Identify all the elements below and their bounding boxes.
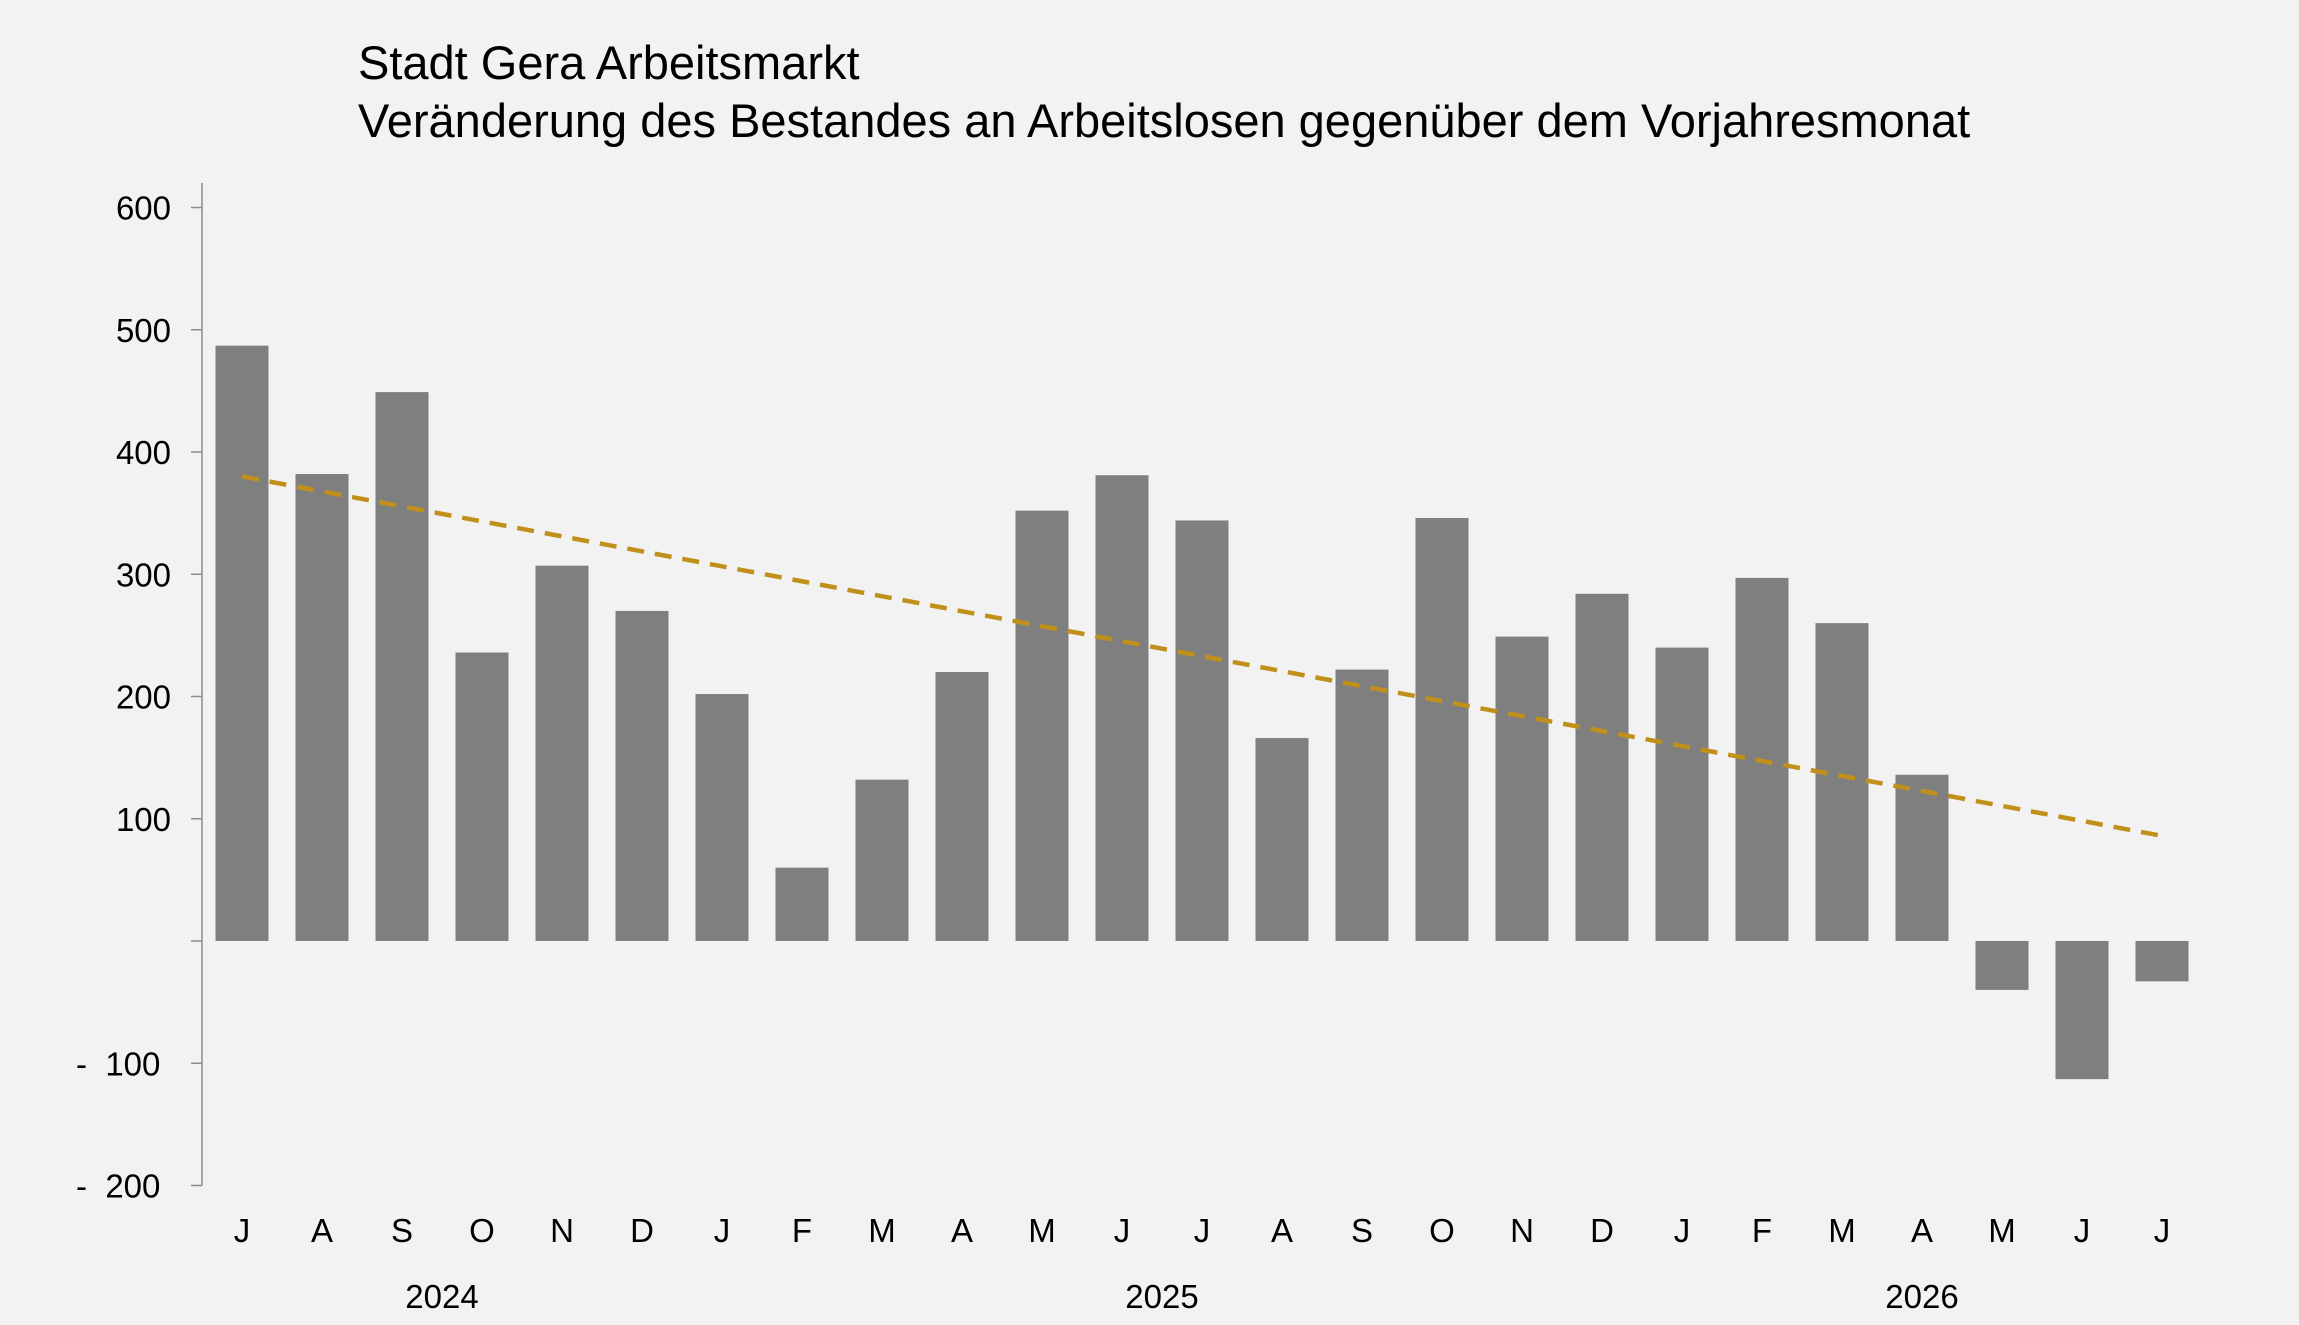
x-tick-label: D — [1590, 1212, 1614, 1249]
x-tick-label: S — [1351, 1212, 1373, 1249]
x-tick-label: F — [792, 1212, 812, 1249]
bar — [2055, 941, 2109, 1080]
y-tick-label: 400 — [116, 434, 171, 471]
bar — [375, 392, 429, 941]
x-tick-label: S — [391, 1212, 413, 1249]
plot-area: 600 500 400 300 200 100 - 100 - 200 J A S O N D J F M A M J… — [76, 183, 2189, 1315]
chart-subtitle: Veränderung des Bestandes an Arbeitslose… — [358, 94, 1970, 147]
bar — [1015, 510, 1069, 941]
bar — [775, 867, 829, 941]
y-tick-label: 600 — [116, 190, 171, 227]
bar — [855, 779, 909, 941]
x-tick-label: M — [868, 1212, 896, 1249]
bar — [1655, 647, 1709, 941]
x-tick-label: A — [951, 1212, 973, 1249]
chart-title: Stadt Gera Arbeitsmarkt — [358, 36, 860, 89]
bar — [1495, 636, 1549, 941]
year-label: 2025 — [1125, 1278, 1198, 1315]
x-tick-label: J — [234, 1212, 251, 1249]
bar — [1335, 669, 1389, 941]
year-label: 2024 — [405, 1278, 478, 1315]
y-tick-label: - 200 — [76, 1168, 160, 1205]
bar — [455, 652, 509, 941]
x-tick-label: J — [1674, 1212, 1691, 1249]
bar — [1095, 475, 1149, 941]
bar — [1175, 520, 1229, 941]
x-tick-label: O — [469, 1212, 495, 1249]
x-tick-label: J — [2074, 1212, 2091, 1249]
x-tick-label: M — [1828, 1212, 1856, 1249]
x-tick-label: M — [1988, 1212, 2016, 1249]
y-tick-label: 500 — [116, 312, 171, 349]
bar — [1815, 623, 1869, 941]
bar — [1255, 738, 1309, 941]
bar — [1895, 774, 1949, 941]
x-tick-label: A — [1911, 1212, 1933, 1249]
x-tick-label: J — [2154, 1212, 2171, 1249]
bar — [2135, 941, 2189, 982]
x-tick-label: N — [550, 1212, 574, 1249]
bar — [935, 672, 989, 941]
bar — [535, 565, 589, 941]
x-tick-label: J — [714, 1212, 731, 1249]
x-tick-label: J — [1194, 1212, 1211, 1249]
x-tick-label: A — [311, 1212, 333, 1249]
bar — [295, 474, 349, 941]
bar — [1575, 593, 1629, 941]
x-tick-label: D — [630, 1212, 654, 1249]
year-label: 2026 — [1885, 1278, 1958, 1315]
bar — [615, 610, 669, 941]
x-tick-label: A — [1271, 1212, 1293, 1249]
y-tick-label: 300 — [116, 556, 171, 593]
x-tick-label: M — [1028, 1212, 1056, 1249]
trend-line — [241, 474, 2163, 839]
bar — [1415, 518, 1469, 941]
y-tick-label: - 100 — [76, 1045, 160, 1082]
x-tick-label: O — [1429, 1212, 1455, 1249]
y-tick-label: 100 — [116, 801, 171, 838]
x-tick-label: F — [1752, 1212, 1772, 1249]
x-tick-label: N — [1510, 1212, 1534, 1249]
bar — [1975, 941, 2029, 990]
x-tick-label: J — [1114, 1212, 1131, 1249]
bar — [695, 694, 749, 941]
y-tick-label: 200 — [116, 679, 171, 716]
bar — [215, 345, 269, 942]
